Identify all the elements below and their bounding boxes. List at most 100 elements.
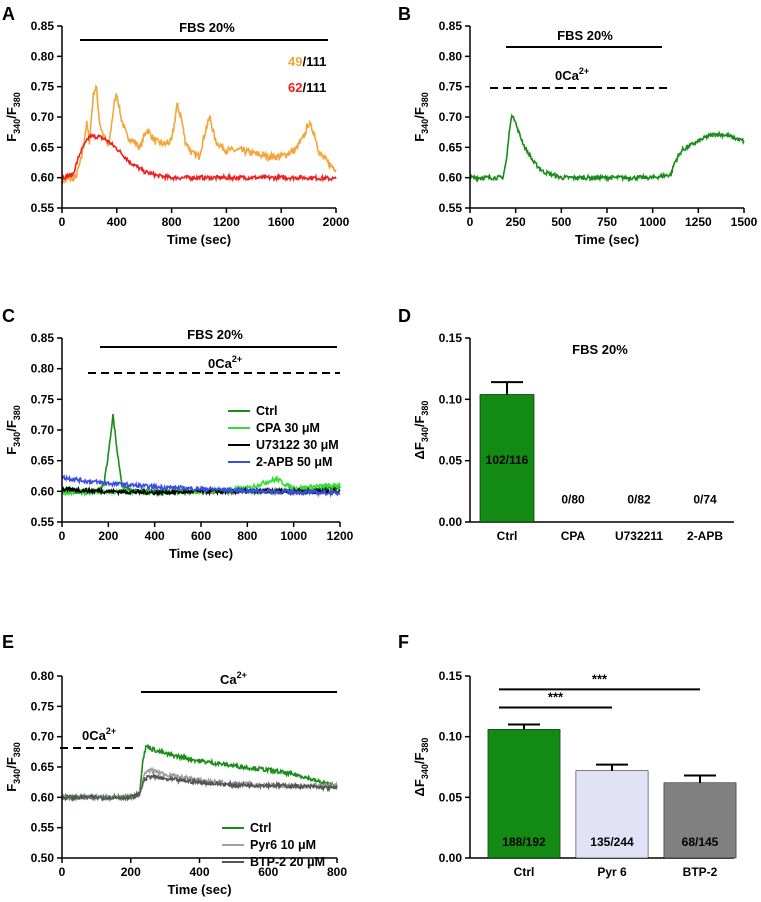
bar-count-label: 135/244 [590, 835, 634, 849]
series-line-2-apb-50-m [61, 474, 341, 498]
y-axis-A: 0.55 0.60 0.65 0.70 0.75 0.80 0.85 F340/F380 [4, 19, 63, 215]
x-tick-label: Ctrl [497, 529, 518, 543]
x-tick-label: 1200 [213, 215, 240, 229]
legend-e-item: Ctrl [222, 821, 272, 835]
x-tick-label: Ctrl [514, 865, 535, 879]
panel-e-letter: E [2, 632, 14, 652]
legend-c-item: CPA 30 μM [228, 421, 320, 435]
count-orange-den: /111 [302, 54, 326, 69]
x-tick-label: 1250 [685, 215, 712, 229]
legend-e-item: Pyr6 10 μM [222, 838, 316, 852]
y-tick-label: 0.05 [439, 790, 463, 804]
legend-c-item: Ctrl [228, 404, 278, 418]
x-tick-label: 800 [162, 215, 182, 229]
y-tick-label: 0.80 [31, 669, 55, 683]
y-axis-label: F340/F380 [4, 92, 22, 142]
series-line-btp-2-20-m [61, 772, 338, 802]
x-tick-label: 250 [506, 215, 526, 229]
y-tick-label: 0.10 [439, 392, 463, 406]
bar [575, 770, 649, 859]
chart-e: 0 200 400 600 800 Time (sec) [59, 743, 347, 897]
y-tick-label: 0.75 [439, 80, 463, 94]
y-axis-label: ΔF340/F380 [412, 738, 430, 797]
legend-c: Ctrl CPA 30 μM U73122 30 μM 2-APB 50 μM [228, 404, 339, 469]
x-tick-label: 1600 [268, 215, 295, 229]
series-line-62-111 [61, 133, 337, 183]
y-tick-label: 0.60 [31, 171, 55, 185]
y-tick-label: 0.65 [31, 760, 55, 774]
y-tick-label: 0.75 [31, 699, 55, 713]
y-axis-D: 0.00 0.05 0.10 0.15 ΔF340/F380 [412, 331, 471, 529]
y-tick-label: 0.15 [439, 669, 463, 683]
x-tick-label: 200 [98, 529, 118, 543]
series-line-trace [469, 113, 745, 183]
y-tick-label: 0.55 [31, 201, 55, 215]
y-axis-C: 0.55 0.60 0.65 0.70 0.75 0.80 0.85 F340/F380 [4, 331, 63, 529]
svg-text:2-APB 50 μM: 2-APB 50 μM [256, 455, 332, 469]
bar-count-label: 0/80 [561, 493, 585, 507]
panel-e-zero-ca-label: 0Ca2+ [82, 726, 116, 743]
significance-label: *** [592, 671, 608, 686]
panel-a-count-orange: 49/111 [288, 54, 326, 69]
bar-count-label: 0/82 [627, 493, 651, 507]
y-tick-label: 0.15 [439, 331, 463, 345]
x-tick-label: 500 [551, 215, 571, 229]
y-tick-label: 0.05 [439, 454, 463, 468]
y-tick-label: 0.10 [439, 730, 463, 744]
x-tick-label: 0 [59, 215, 66, 229]
y-tick-label: 0.80 [31, 49, 55, 63]
y-tick-label: 0.75 [31, 80, 55, 94]
x-axis-label: Time (sec) [169, 546, 233, 561]
significance-label: *** [548, 690, 564, 705]
panel-d-fbs-label: FBS 20% [572, 342, 628, 357]
bar-count-label: 102/116 [486, 453, 529, 467]
y-tick-label: 0.65 [31, 454, 55, 468]
panel-f-letter: F [398, 632, 409, 652]
y-tick-label: 0.50 [31, 851, 55, 865]
y-tick-label: 0.70 [31, 423, 55, 437]
y-tick-label: 0.60 [31, 484, 55, 498]
x-tick-label: 600 [191, 529, 211, 543]
y-tick-label: 0.55 [31, 515, 55, 529]
x-tick-label: CPA [561, 529, 586, 543]
panel-e: Ca2+ 0Ca2+ Ctrl Pyr6 10 μM BTP-2 20 μM [60, 670, 337, 869]
panel-b: FBS 20% 0Ca2+ [490, 28, 667, 89]
x-tick-label: 750 [597, 215, 617, 229]
y-tick-label: 0.55 [31, 821, 55, 835]
panel-c: FBS 20% 0Ca2+ Ctrl CPA 30 μM U73122 30 μ… [88, 327, 340, 469]
chart-c: 0 200 400 600 800 1000 1200 Time (sec) [59, 414, 354, 561]
legend-c-item: U73122 30 μM [228, 438, 339, 452]
panel-e-ca-label: Ca2+ [220, 670, 247, 687]
panel-c-fbs-label: FBS 20% [187, 327, 243, 342]
y-tick-label: 0.00 [439, 515, 463, 529]
x-tick-label: BTP-2 [683, 865, 718, 879]
x-tick-label: 0 [59, 865, 66, 879]
y-tick-label: 0.75 [31, 392, 55, 406]
bar-count-label: 188/192 [502, 835, 546, 849]
count-orange-num: 49 [288, 54, 302, 69]
x-tick-label: 800 [237, 529, 257, 543]
y-axis-F: 0.00 0.05 0.10 0.15 ΔF340/F380 [412, 669, 471, 865]
y-tick-label: 0.85 [31, 19, 55, 33]
y-axis-label: F340/F380 [4, 742, 22, 792]
bar-count-label: 68/145 [682, 835, 719, 849]
svg-text:Ctrl: Ctrl [250, 821, 272, 835]
count-red-den: /111 [302, 80, 326, 95]
svg-text:CPA 30 μM: CPA 30 μM [256, 421, 320, 435]
bar [487, 729, 561, 859]
y-tick-label: 0.00 [439, 851, 463, 865]
x-tick-label: 0 [467, 215, 474, 229]
y-tick-label: 0.70 [31, 110, 55, 124]
panel-d-letter: D [398, 306, 411, 326]
x-tick-label: U732211 [615, 529, 663, 543]
svg-text:Ctrl: Ctrl [256, 404, 278, 418]
x-tick-label: 1500 [731, 215, 758, 229]
panel-c-letter: C [2, 306, 15, 326]
x-tick-label: 2000 [323, 215, 350, 229]
y-tick-label: 0.55 [439, 201, 463, 215]
series-line-49-111 [61, 84, 337, 185]
chart-a: 0 400 800 1200 1600 2000 Time (sec) [59, 84, 350, 247]
chart-b: 0 250 500 750 1000 1250 1500 Time (sec) [467, 113, 758, 247]
y-axis-label: ΔF340/F380 [412, 401, 430, 460]
bar-count-label: 0/74 [693, 493, 717, 507]
